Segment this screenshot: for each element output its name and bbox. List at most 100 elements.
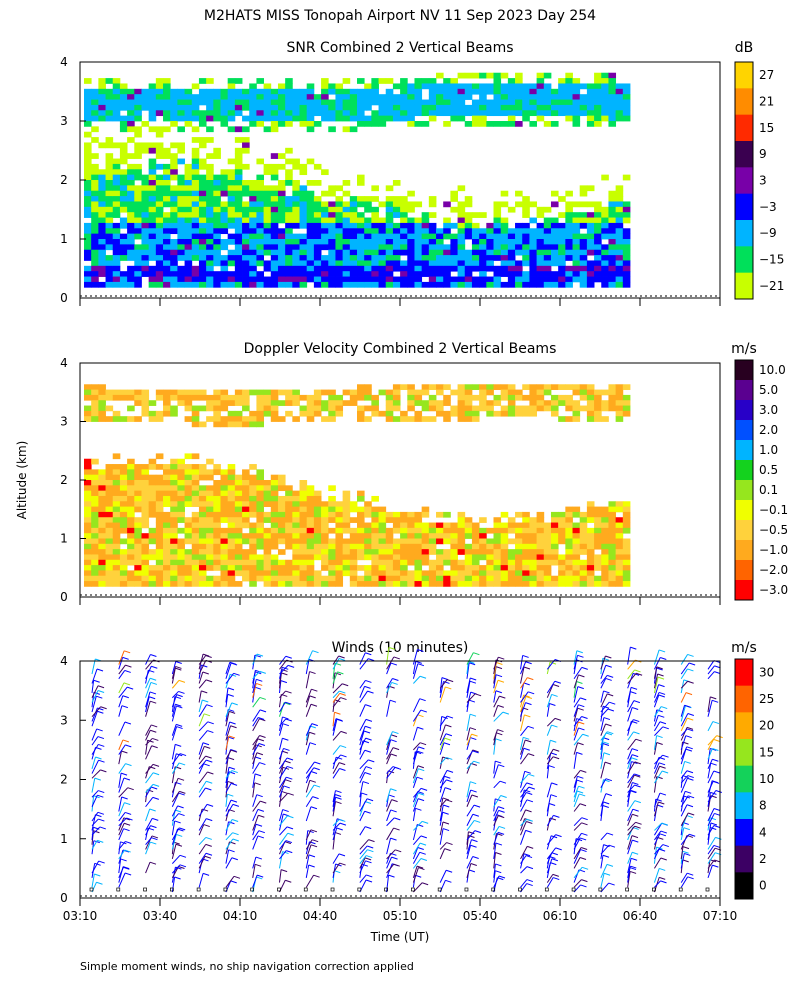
wind-barb-flag xyxy=(151,786,158,790)
doppler-cell xyxy=(227,522,236,529)
doppler-cell xyxy=(550,405,559,412)
snr-cell xyxy=(105,244,114,251)
doppler-cell xyxy=(471,570,480,577)
snr-cell xyxy=(515,228,523,235)
doppler-cell xyxy=(98,485,106,492)
doppler-cell xyxy=(198,501,207,507)
doppler-cell xyxy=(493,543,502,550)
doppler-cell xyxy=(220,538,229,545)
snr-cell xyxy=(256,206,265,213)
calm-marker xyxy=(89,887,94,892)
snr-cell xyxy=(615,185,624,192)
doppler-cell xyxy=(227,538,236,545)
snr-cell xyxy=(450,239,458,245)
snr-cell xyxy=(342,255,351,261)
snr-cell xyxy=(407,99,415,106)
snr-cell xyxy=(371,217,379,224)
wind-barb xyxy=(118,849,124,864)
snr-cell xyxy=(285,265,293,272)
snr-cell xyxy=(443,255,451,261)
doppler-cell xyxy=(242,575,250,582)
doppler-cell xyxy=(464,549,473,555)
snr-cell xyxy=(349,249,358,256)
snr-cell xyxy=(385,239,394,245)
snr-cell xyxy=(119,180,128,186)
snr-cell xyxy=(385,104,394,111)
doppler-cell xyxy=(227,485,236,492)
snr-cell xyxy=(263,265,272,272)
doppler-cell xyxy=(536,405,545,412)
snr-cell xyxy=(234,147,243,154)
doppler-cell xyxy=(98,469,106,476)
doppler-cell xyxy=(170,511,178,518)
snr-cell xyxy=(242,255,250,261)
snr-cell xyxy=(198,271,207,277)
doppler-cell xyxy=(112,469,121,476)
doppler-cell xyxy=(112,464,121,470)
colorbar-label: 15 xyxy=(759,121,774,135)
wind-barb-flag xyxy=(495,870,502,874)
doppler-cell xyxy=(220,421,229,428)
doppler-cell xyxy=(98,570,106,577)
snr-cell xyxy=(357,121,365,127)
doppler-cell xyxy=(134,543,142,550)
snr-cell xyxy=(177,271,185,277)
snr-cell xyxy=(112,185,121,192)
doppler-cell xyxy=(227,400,236,406)
wind-barb xyxy=(91,685,99,698)
doppler-cell xyxy=(493,549,502,555)
doppler-cell xyxy=(292,543,300,550)
snr-cell xyxy=(586,244,595,251)
wind-barb xyxy=(439,724,446,741)
snr-cell xyxy=(450,276,458,283)
wind-barb-flag xyxy=(339,762,346,766)
snr-cell xyxy=(170,110,178,117)
wind-barb-flag xyxy=(365,860,372,864)
doppler-cell xyxy=(335,405,344,412)
snr-cell xyxy=(586,121,595,127)
doppler-cell xyxy=(428,533,437,539)
wind-barb xyxy=(252,815,259,831)
doppler-cell xyxy=(436,533,444,539)
wind-barb-flag xyxy=(284,760,291,764)
wind-barb-flag xyxy=(417,798,425,802)
wind-barb-flag xyxy=(364,772,371,775)
doppler-cell xyxy=(155,410,164,417)
doppler-cell xyxy=(105,581,114,587)
doppler-cell xyxy=(191,389,200,396)
snr-cell xyxy=(601,281,609,288)
snr-cell xyxy=(234,249,243,256)
doppler-cell xyxy=(371,405,379,412)
wind-barb-flag xyxy=(607,708,615,712)
calm-marker xyxy=(598,887,603,892)
doppler-cell xyxy=(263,559,272,566)
snr-cell xyxy=(242,222,250,229)
doppler-cell xyxy=(220,394,229,401)
doppler-cell xyxy=(572,389,581,396)
snr-cell xyxy=(220,190,229,197)
snr-cell xyxy=(615,217,624,224)
doppler-cell xyxy=(608,400,617,406)
snr-cell xyxy=(615,206,624,213)
wind-barb-flag xyxy=(416,776,424,780)
wind-barb xyxy=(118,682,125,694)
wind-barb-flag xyxy=(258,830,265,834)
wind-barb-flag xyxy=(99,826,106,830)
doppler-cell xyxy=(299,559,308,566)
wind-barb-flag xyxy=(312,839,319,843)
snr-cell xyxy=(421,233,430,240)
snr-cell xyxy=(191,271,200,277)
doppler-cell xyxy=(84,511,92,518)
snr-cell xyxy=(141,233,150,240)
snr-cell xyxy=(105,163,114,170)
doppler-cell xyxy=(572,527,581,534)
snr-cell xyxy=(299,115,308,122)
snr-cell xyxy=(105,174,114,181)
doppler-cell xyxy=(428,400,437,406)
snr-cell xyxy=(436,99,444,106)
wind-barb xyxy=(305,854,310,869)
snr-cell xyxy=(220,88,229,95)
doppler-cell xyxy=(464,389,473,396)
doppler-cell xyxy=(385,527,394,534)
snr-cell xyxy=(601,206,609,213)
